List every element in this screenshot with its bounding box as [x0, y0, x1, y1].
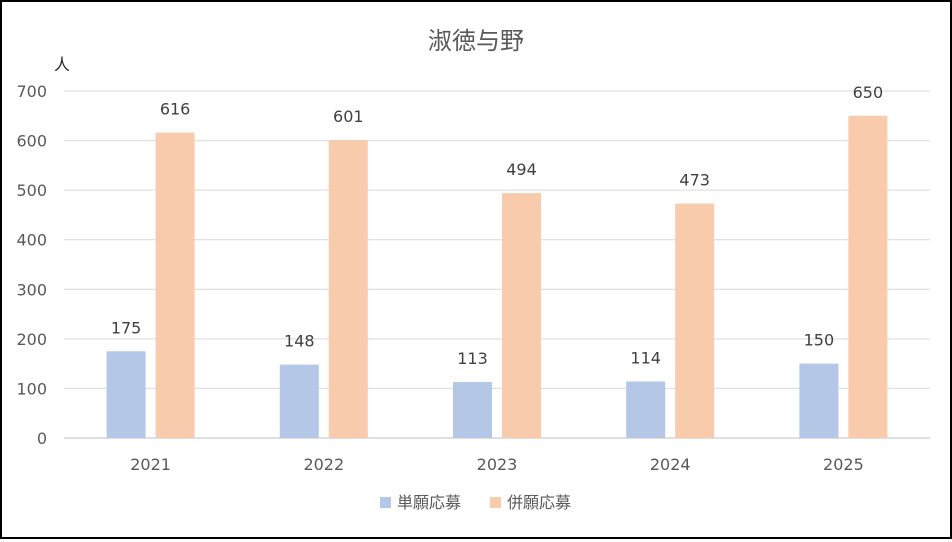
- x-tick-label: 2023: [477, 455, 518, 474]
- y-tick-label: 0: [37, 429, 47, 448]
- y-tick-label: 400: [16, 231, 47, 250]
- data-label: 601: [333, 107, 364, 126]
- bar-combined-2025: [848, 115, 888, 439]
- data-label: 148: [284, 332, 315, 351]
- data-label: 650: [853, 83, 884, 102]
- y-axis-unit-label: 人: [54, 55, 70, 74]
- y-tick-label: 600: [16, 132, 47, 151]
- data-label: 494: [506, 160, 537, 179]
- data-label: 150: [804, 331, 835, 350]
- y-tick-label: 100: [16, 379, 47, 398]
- bar-single-2021: [106, 351, 146, 438]
- chart-title: 淑徳与野: [428, 27, 524, 55]
- bar-combined-2023: [502, 193, 541, 438]
- bar-single-2024: [626, 381, 666, 438]
- y-tick-label: 700: [16, 82, 47, 101]
- legend-swatch: [380, 497, 391, 508]
- legend-label: 単願応募: [397, 493, 461, 512]
- bar-combined-2022: [328, 140, 368, 438]
- bar-combined-2024: [675, 203, 715, 438]
- data-label: 113: [457, 349, 488, 368]
- x-tick-label: 2025: [823, 455, 864, 474]
- x-tick-label: 2024: [650, 455, 691, 474]
- bar-single-2022: [279, 364, 319, 438]
- data-label: 473: [679, 171, 710, 190]
- legend-label: 併願応募: [507, 493, 571, 512]
- y-tick-label: 200: [16, 330, 47, 349]
- bar-single-2023: [453, 381, 492, 438]
- y-tick-label: 300: [16, 280, 47, 299]
- y-tick-label: 500: [16, 181, 47, 200]
- data-label: 114: [630, 348, 661, 367]
- bar-combined-2021: [155, 132, 195, 438]
- bar-single-2025: [799, 363, 839, 438]
- x-tick-label: 2022: [303, 455, 344, 474]
- data-label: 175: [111, 318, 142, 337]
- legend-swatch: [490, 497, 501, 508]
- x-tick-label: 2021: [130, 455, 171, 474]
- data-label: 616: [160, 100, 191, 119]
